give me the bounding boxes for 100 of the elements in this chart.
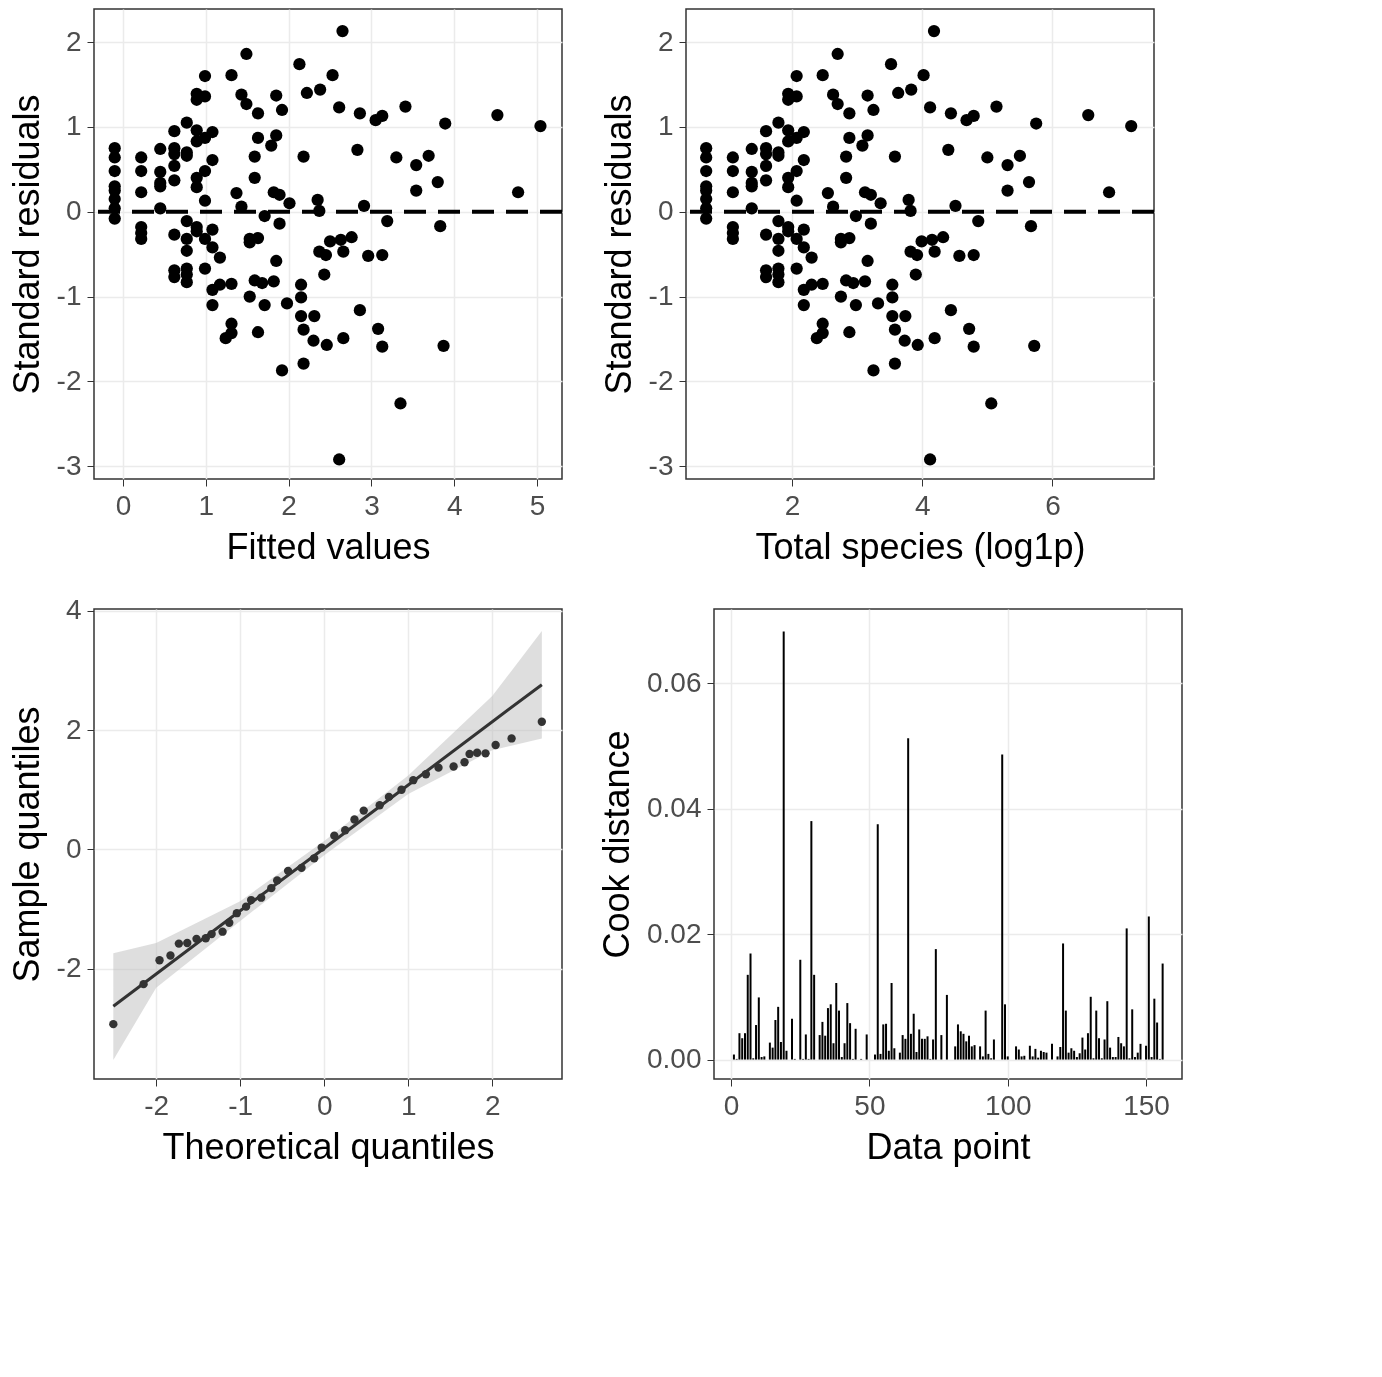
- bar: [923, 1038, 926, 1060]
- x-tick-label: -1: [228, 1089, 254, 1121]
- point: [297, 863, 306, 873]
- bar: [763, 1056, 766, 1060]
- bar: [1034, 1048, 1037, 1060]
- y-tick-label: -1: [56, 280, 82, 312]
- y-tick-label: -1: [648, 280, 674, 312]
- point: [109, 1019, 118, 1029]
- point: [246, 895, 256, 905]
- bar: [918, 1029, 921, 1060]
- bar: [945, 994, 948, 1060]
- y-tick-label: 0: [657, 195, 674, 227]
- line-series: [111, 683, 544, 1008]
- bar: [782, 631, 785, 1060]
- point: [350, 815, 359, 824]
- bar: [846, 1003, 849, 1060]
- point: [241, 902, 251, 911]
- bar: [912, 1013, 915, 1060]
- bar: [1062, 943, 1065, 1060]
- y-axis-title: Standard residuals: [597, 94, 639, 395]
- bar: [777, 1006, 780, 1060]
- bar: [1117, 1036, 1120, 1060]
- bar: [799, 959, 802, 1060]
- bar: [907, 738, 910, 1060]
- y-tick-label: -3: [56, 449, 82, 481]
- point: [192, 934, 201, 944]
- y-tick-label: 1: [657, 110, 674, 142]
- point: [434, 763, 443, 772]
- point: [317, 843, 326, 852]
- point: [139, 979, 148, 989]
- bar: [1153, 998, 1156, 1060]
- point: [421, 770, 431, 779]
- bar: [1070, 1048, 1073, 1060]
- bar: [940, 1035, 943, 1060]
- point: [207, 929, 216, 939]
- y-tick-label: -2: [56, 952, 82, 984]
- point: [225, 918, 234, 927]
- point: [397, 785, 406, 794]
- bar: [1001, 754, 1004, 1060]
- x-axis-title: Total species (log1p): [755, 525, 1086, 567]
- point: [309, 854, 319, 863]
- bar: [876, 824, 879, 1060]
- bar: [829, 1004, 832, 1060]
- point: [155, 956, 164, 965]
- point: [375, 801, 384, 810]
- point: [330, 831, 339, 840]
- point: [218, 927, 227, 936]
- bar: [1051, 1043, 1053, 1060]
- bar: [992, 1039, 995, 1060]
- point: [267, 883, 276, 893]
- bar: [1042, 1052, 1045, 1060]
- y-tick-label: 1: [65, 110, 82, 142]
- bar: [1039, 1050, 1042, 1060]
- y-tick-label: 4: [65, 594, 82, 626]
- bar: [1017, 1049, 1020, 1060]
- x-tick-label: 3: [364, 489, 380, 521]
- point: [460, 758, 469, 767]
- bar: [749, 953, 752, 1060]
- x-axis-title: Fitted values: [226, 525, 431, 567]
- x-axis-title: Theoretical quantiles: [162, 1125, 495, 1167]
- bar: [804, 1034, 807, 1060]
- y-tick-label: -3: [648, 449, 674, 481]
- bar: [1147, 916, 1150, 1060]
- y-tick-label: 0: [65, 195, 82, 227]
- x-tick-label: 4: [914, 489, 931, 521]
- bar: [882, 1024, 885, 1060]
- y-tick-label: 0.04: [647, 792, 702, 824]
- point: [465, 749, 474, 759]
- y-axis-title: Standard residuals: [5, 94, 47, 395]
- y-tick-label: -2: [56, 364, 82, 396]
- bar: [956, 1024, 959, 1060]
- bar: [984, 1010, 987, 1060]
- bar: [934, 949, 937, 1060]
- point: [449, 762, 458, 771]
- x-tick-label: 1: [400, 1089, 417, 1121]
- point: [283, 866, 293, 876]
- bar: [1125, 928, 1128, 1060]
- y-axis-title: Sample quantiles: [5, 706, 47, 983]
- bar: [1045, 1052, 1048, 1060]
- x-tick-label: 6: [1045, 489, 1061, 521]
- point: [537, 717, 547, 726]
- point: [409, 776, 418, 785]
- bar: [901, 1035, 904, 1060]
- y-tick-label: 2: [657, 25, 674, 57]
- bar: [738, 1033, 741, 1060]
- bar: [821, 1021, 824, 1060]
- y-tick-label: -2: [648, 364, 674, 396]
- x-tick-label: 0: [316, 1089, 333, 1121]
- bar: [1081, 1037, 1084, 1060]
- bar: [732, 1054, 735, 1060]
- bar: [1028, 1045, 1031, 1060]
- x-tick-label: 2: [784, 489, 801, 521]
- bar: [1095, 1010, 1098, 1060]
- bar: [826, 1008, 829, 1060]
- x-tick-label: 100: [984, 1089, 1032, 1121]
- bar: [854, 1028, 857, 1060]
- point: [481, 749, 490, 758]
- x-tick-label: 0: [723, 1089, 740, 1121]
- point: [166, 951, 175, 960]
- bar: [1073, 1050, 1076, 1060]
